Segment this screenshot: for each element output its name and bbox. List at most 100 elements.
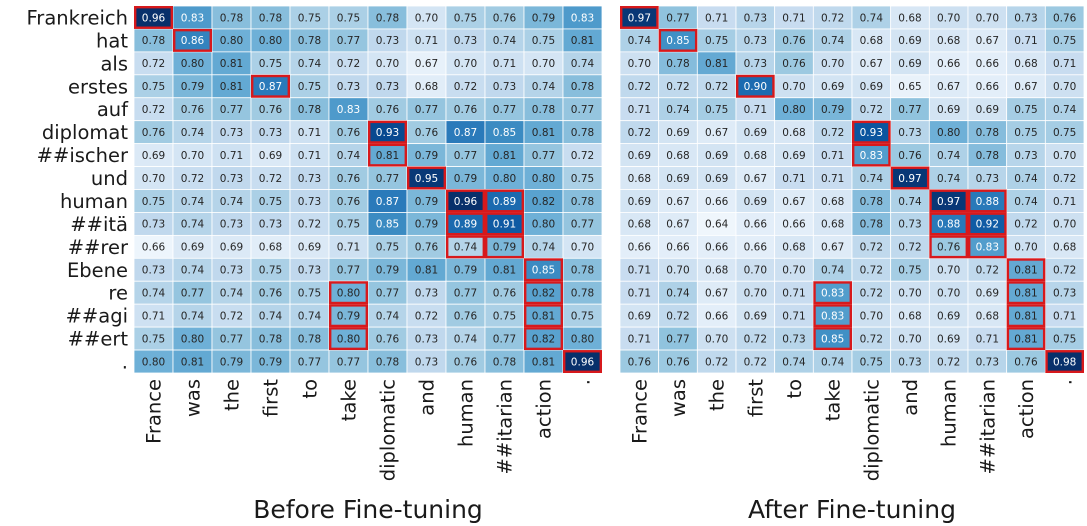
cell-value-label: 0.69 <box>628 150 651 162</box>
cell-value-label: 0.70 <box>744 288 767 300</box>
cell-value-label: 0.70 <box>181 150 204 162</box>
cell-value-label: 0.77 <box>571 219 594 231</box>
cell-value-label: 0.80 <box>220 35 243 47</box>
cell-value-label: 0.66 <box>937 58 961 70</box>
cell-value-label: 0.79 <box>821 104 844 116</box>
cell-value-label: 0.76 <box>415 242 439 254</box>
cell-value-label: 0.70 <box>532 58 555 70</box>
cell-value-label: 0.74 <box>532 242 556 254</box>
cell-value-label: 0.67 <box>415 58 438 70</box>
cell-value-label: 0.81 <box>571 35 594 47</box>
cell-value-label: 0.71 <box>628 265 651 277</box>
cell-value-label: 0.81 <box>415 265 438 277</box>
cell-value-label: 0.72 <box>937 356 960 368</box>
highlight-box <box>620 5 659 29</box>
panel-title: After Fine-tuning <box>748 495 956 524</box>
row-tick-label: Ebene <box>67 259 128 282</box>
cell-value-label: 0.67 <box>666 196 689 208</box>
cell-value-label: 0.73 <box>142 219 165 231</box>
column-tick-label: to <box>299 379 322 399</box>
cell-value-label: 0.74 <box>937 173 961 185</box>
cell-value-label: 0.95 <box>415 173 438 185</box>
cell-value-label: 0.79 <box>454 265 477 277</box>
cell-value-label: 0.70 <box>705 333 728 345</box>
cell-value-label: 0.77 <box>666 12 689 24</box>
cell-value-label: 0.72 <box>860 242 883 254</box>
cell-value-label: 0.69 <box>898 58 921 70</box>
cell-value-label: 0.76 <box>259 288 283 300</box>
cell-value-label: 0.69 <box>666 127 689 139</box>
cell-value-label: 0.71 <box>628 288 651 300</box>
cell-value-label: 0.76 <box>782 58 806 70</box>
cell-value-label: 0.72 <box>181 173 204 185</box>
row-tick-label: re <box>108 282 128 305</box>
cell-value-label: 0.74 <box>821 35 845 47</box>
cell-value-label: 0.70 <box>821 58 844 70</box>
cell-value-label: 0.80 <box>259 35 282 47</box>
cell-value-label: 0.68 <box>705 265 728 277</box>
cell-value-label: 0.71 <box>1053 58 1076 70</box>
cell-value-label: 0.77 <box>898 104 921 116</box>
highlight-box <box>929 189 969 213</box>
cell-value-label: 0.77 <box>493 333 516 345</box>
cell-value-label: 0.77 <box>415 104 438 116</box>
cell-value-label: 0.65 <box>898 81 921 93</box>
cell-value-label: 0.70 <box>1053 219 1076 231</box>
cell-value-label: 0.67 <box>705 288 728 300</box>
cell-value-label: 0.69 <box>744 310 767 322</box>
highlight-box <box>1006 304 1046 328</box>
cell-value-label: 0.73 <box>415 333 438 345</box>
cell-value-label: 0.74 <box>666 104 690 116</box>
cell-value-label: 0.76 <box>415 127 439 139</box>
cell-value-label: 0.72 <box>860 265 883 277</box>
cell-value-label: 0.78 <box>666 58 689 70</box>
cell-value-label: 0.72 <box>898 242 921 254</box>
cell-value-label: 0.70 <box>415 12 438 24</box>
cell-value-label: 0.69 <box>976 104 999 116</box>
cell-value-label: 0.69 <box>744 196 767 208</box>
cell-value-label: 0.74 <box>532 81 556 93</box>
cell-value-label: 0.68 <box>628 219 651 231</box>
cell-value-label: 0.69 <box>937 104 960 116</box>
cell-value-label: 0.74 <box>181 310 205 322</box>
highlight-box <box>524 304 564 328</box>
cell-value-label: 0.68 <box>259 242 282 254</box>
cell-value-label: 0.81 <box>1014 265 1037 277</box>
cell-value-label: 0.78 <box>860 196 883 208</box>
cell-value-label: 0.78 <box>571 265 594 277</box>
cell-value-label: 0.80 <box>181 333 204 345</box>
cell-value-label: 0.73 <box>744 35 767 47</box>
cell-value-label: 0.66 <box>976 58 1000 70</box>
cell-value-label: 0.71 <box>782 12 805 24</box>
highlight-box <box>968 189 1007 213</box>
cell-value-label: 0.87 <box>454 127 477 139</box>
cell-value-label: 0.77 <box>571 104 594 116</box>
cell-value-label: 0.89 <box>493 196 516 208</box>
cell-value-label: 0.73 <box>376 81 399 93</box>
cell-value-label: 0.68 <box>937 35 960 47</box>
cell-value-label: 0.70 <box>1014 242 1037 254</box>
cell-value-label: 0.98 <box>1053 356 1076 368</box>
highlight-box <box>446 212 486 236</box>
cell-value-label: 0.78 <box>571 127 594 139</box>
cell-value-label: 0.69 <box>181 242 204 254</box>
cell-value-label: 0.80 <box>493 173 516 185</box>
cell-value-label: 0.71 <box>821 173 844 185</box>
cell-value-label: 0.70 <box>782 265 805 277</box>
cell-value-label: 0.69 <box>976 288 999 300</box>
highlight-box <box>329 281 369 305</box>
cell-value-label: 0.80 <box>937 127 960 139</box>
highlight-box <box>813 327 853 351</box>
cell-value-label: 0.76 <box>337 196 361 208</box>
cell-value-label: 0.82 <box>532 196 555 208</box>
column-tick-label: first <box>260 379 283 417</box>
column-tick-label: France <box>143 379 166 444</box>
cell-value-label: 0.76 <box>337 173 361 185</box>
highlight-box <box>446 235 486 259</box>
cell-value-label: 0.68 <box>1014 58 1037 70</box>
cell-value-label: 0.71 <box>976 333 999 345</box>
row-tick-label: und <box>91 167 128 190</box>
cell-value-label: 0.81 <box>532 310 555 322</box>
highlight-box <box>407 166 447 190</box>
cell-value-label: 0.97 <box>898 173 921 185</box>
